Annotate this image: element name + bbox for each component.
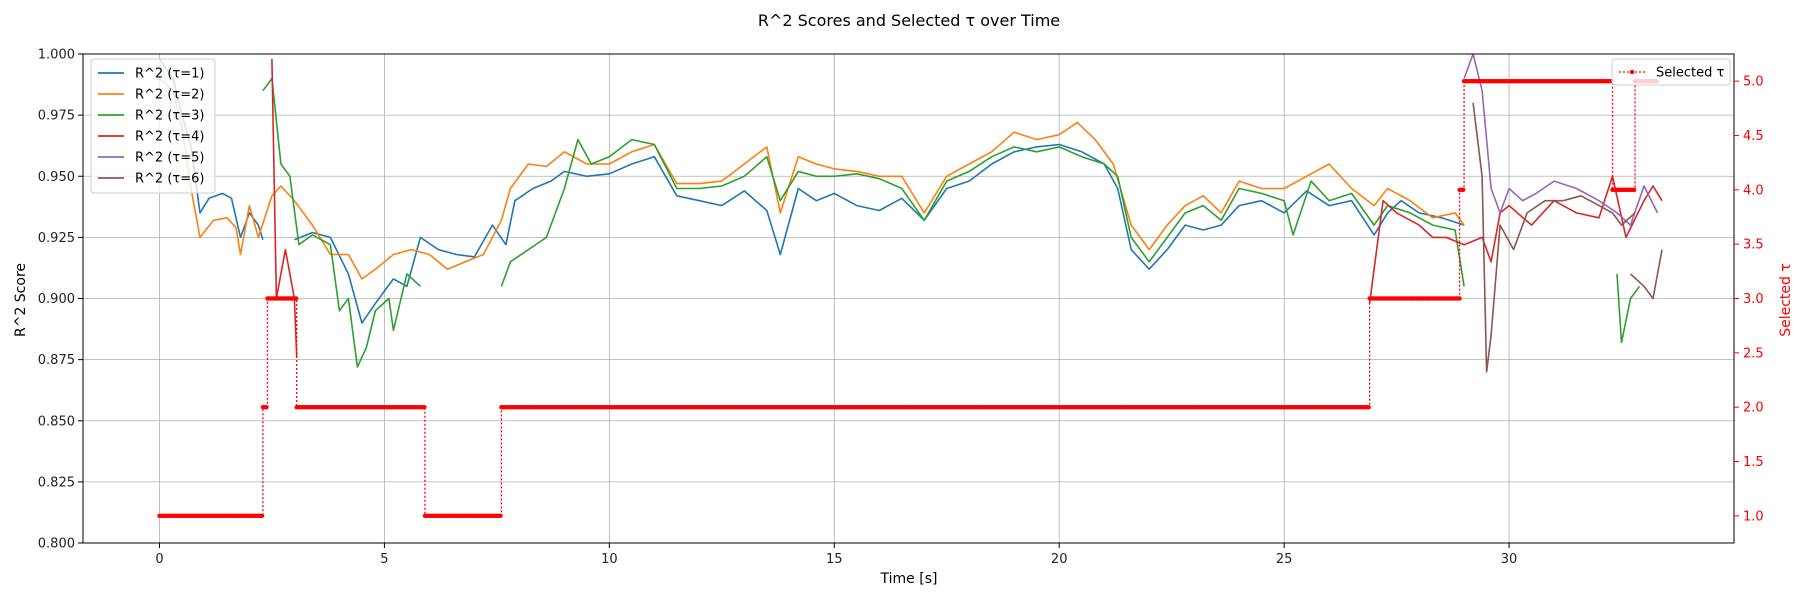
y2-tick-label: 3.5: [1743, 238, 1764, 253]
grid: [83, 53, 1734, 544]
legend-label: R^2 (τ=5): [135, 151, 204, 166]
y-tick-label: 0.925: [38, 231, 75, 246]
legend-left: R^2 (τ=1) R^2 (τ=2) R^2 (τ=3) R^2 (τ=4) R^2 …: [90, 58, 216, 194]
y-axis-label: R^2 Score: [13, 263, 29, 337]
legend-label: R^2 (τ=1): [135, 67, 204, 82]
y2-tick-label: 1.5: [1743, 455, 1764, 470]
series-line-tau4: [1368, 175, 1663, 304]
selected-tau-marker: [422, 405, 427, 410]
chart-title: R^2 Scores and Selected τ over Time: [758, 11, 1060, 30]
legend-label: R^2 (τ=3): [135, 109, 204, 124]
y2-tick-label: 1.0: [1743, 509, 1764, 524]
series-line-tau3: [262, 77, 421, 368]
y2-tick-label: 4.0: [1743, 183, 1764, 198]
selected-tau-marker: [498, 513, 503, 518]
y2-tick-label: 2.5: [1743, 346, 1764, 361]
selected-tau-marker: [1366, 405, 1371, 410]
x-tick-label: 10: [601, 552, 618, 567]
y-tick-label: 0.975: [38, 109, 75, 124]
x-tick-label: 20: [1051, 552, 1068, 567]
series-line-tau6: [1629, 249, 1663, 300]
series-line-tau4: [271, 58, 298, 358]
x-axis-label: Time [s]: [880, 571, 938, 587]
series-layer: [157, 54, 1663, 518]
legend-label: R^2 (τ=4): [135, 130, 204, 145]
y-tick-label: 0.800: [38, 537, 75, 552]
y2-axis-label: Selected τ: [1778, 263, 1794, 337]
y-tick-label: 1.000: [38, 48, 75, 63]
selected-tau-marker: [264, 405, 269, 410]
legend-marker: [1629, 69, 1635, 75]
selected-tau-marker: [1461, 187, 1466, 192]
series-line-tau1: [294, 143, 1465, 324]
y-tick-label: 0.825: [38, 475, 75, 490]
selected-tau-marker: [1457, 296, 1462, 301]
series-line-tau3: [500, 138, 1465, 287]
legend-right: Selected τ: [1611, 58, 1731, 86]
y2-tick-label: 5.0: [1743, 75, 1764, 90]
y2-tick-label: 3.0: [1743, 292, 1764, 307]
series-line-tau3: [1616, 273, 1641, 344]
axes: 0 5 10 15 20 25 30 0.800 0.825 0.850 0.875 0.900 0.9…: [38, 48, 1764, 568]
x-tick-label: 30: [1501, 552, 1518, 567]
x-tick-label: 15: [826, 552, 843, 567]
legend-left-box: [90, 58, 216, 194]
x-tick-label: 5: [380, 552, 388, 567]
y-tick-label: 0.850: [38, 414, 75, 429]
y-tick-label: 0.875: [38, 353, 75, 368]
legend-label: R^2 (τ=6): [135, 172, 204, 187]
selected-tau-marker: [294, 296, 299, 301]
y2-tick-label: 4.5: [1743, 129, 1764, 144]
selected-tau-marker: [1631, 187, 1637, 192]
series-line-tau2: [158, 77, 1465, 280]
legend-label: Selected τ: [1656, 66, 1724, 81]
legend-right-box: [1611, 58, 1731, 86]
y-tick-label: 0.950: [38, 170, 75, 185]
y-tick-label: 0.900: [38, 292, 75, 307]
x-tick-label: 0: [155, 552, 163, 567]
y2-tick-label: 2.0: [1743, 401, 1764, 416]
selected-tau-marker: [259, 513, 265, 518]
x-tick-label: 25: [1276, 552, 1293, 567]
series-line-tau6: [1472, 102, 1636, 373]
legend-label: R^2 (τ=2): [135, 88, 204, 103]
selected-tau-connector: [159, 80, 1658, 517]
